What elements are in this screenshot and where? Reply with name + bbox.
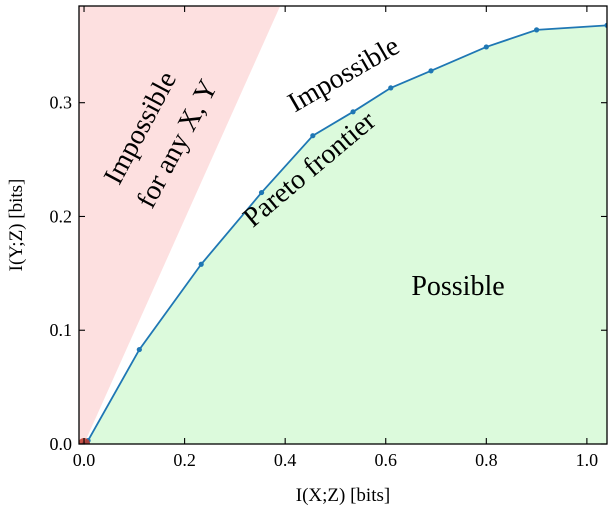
possible-label: Possible <box>411 271 504 302</box>
ticks-layer: 0.0 0.2 0.4 0.6 0.8 1.0 0.0 0.1 0.2 0.3 <box>50 6 607 470</box>
y-tick-label: 0.1 <box>50 320 73 340</box>
pareto-frontier-line <box>83 24 607 444</box>
x-tick-label: 0.8 <box>475 450 498 470</box>
frontier-point <box>428 68 434 74</box>
x-tick-label: 1.0 <box>576 450 599 470</box>
frontier-point <box>483 44 489 50</box>
frontier-point <box>388 85 394 91</box>
y-axis-label: I(Y;Z) [bits] <box>6 179 27 272</box>
y-tick-label: 0.3 <box>50 93 73 113</box>
frontier-point <box>136 346 142 353</box>
frontier-point <box>350 109 356 115</box>
plot-frame <box>78 5 608 445</box>
frontier-point <box>258 189 265 196</box>
y-tick-label: 0.2 <box>50 206 73 226</box>
regions-layer <box>79 6 607 444</box>
x-tick-label: 0.0 <box>73 450 96 470</box>
x-axis-label: I(X;Z) [bits] <box>296 485 390 506</box>
x-tick-label: 0.4 <box>274 450 297 470</box>
x-tick-label: 0.6 <box>374 450 397 470</box>
y-tick-label: 0.0 <box>50 434 73 454</box>
impossible-any-region <box>79 6 281 444</box>
frontier-point <box>310 133 316 139</box>
possible-region <box>84 25 607 444</box>
x-tick-label: 0.2 <box>173 450 196 470</box>
frontier-point <box>198 261 204 267</box>
frontier-point <box>534 27 540 33</box>
